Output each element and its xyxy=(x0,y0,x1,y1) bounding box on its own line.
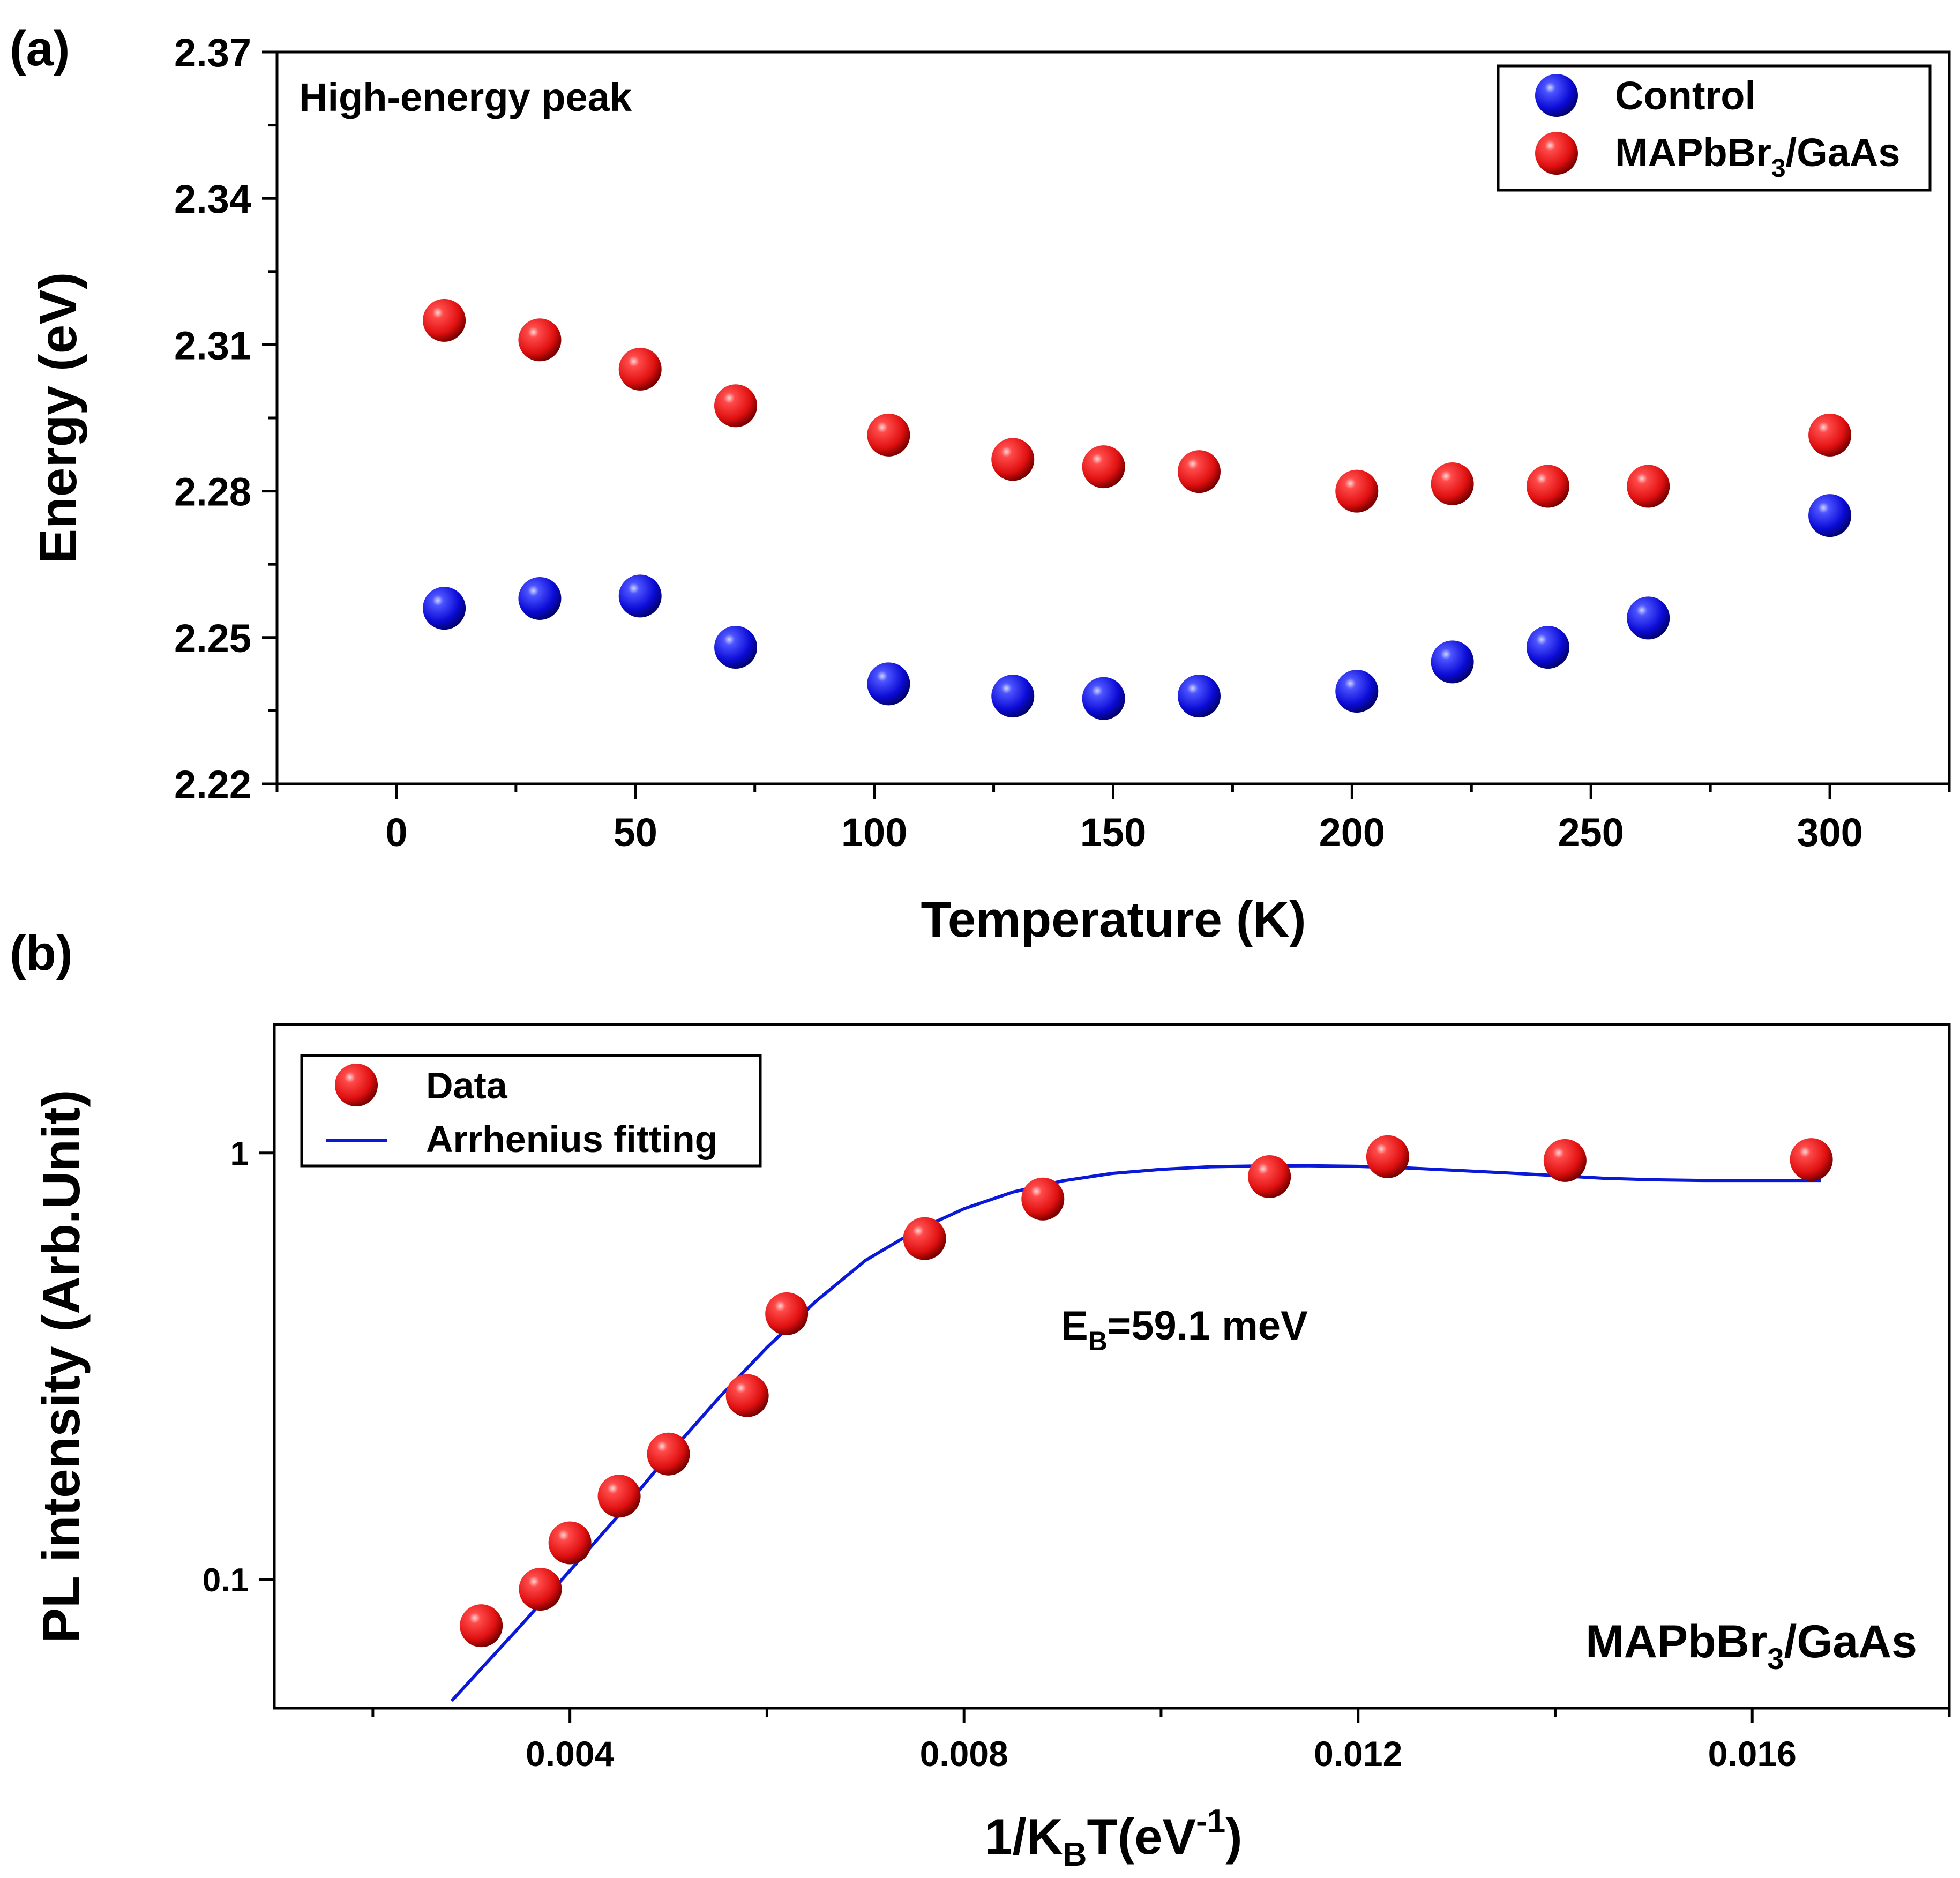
legend-control-label: Control xyxy=(1615,73,1756,118)
y-tick-label: 2.25 xyxy=(174,616,251,661)
y-tick-label: 2.31 xyxy=(174,323,251,368)
x-tick-label: 300 xyxy=(1797,810,1862,855)
y-tick-label: 2.37 xyxy=(174,31,251,75)
pl-data-point xyxy=(647,1432,690,1476)
control-point xyxy=(1082,677,1125,720)
panel-a-legend: Control MAPbBr3/GaAs xyxy=(1497,64,1932,192)
pl-data-point xyxy=(1248,1155,1291,1198)
mapbbr3-gaas-point xyxy=(714,384,758,428)
mapbbr3-gaas-point xyxy=(518,318,562,362)
pl-data-point xyxy=(765,1292,809,1335)
panel-b-legend-box xyxy=(300,1054,762,1168)
x-tick-label: 0.012 xyxy=(1314,1734,1402,1774)
pl-data-point xyxy=(597,1475,641,1518)
pl-data-point xyxy=(548,1521,592,1565)
panel-a-y-axis-label: Energy (eV) xyxy=(28,272,87,564)
panel-a-x-ticks: 0 50 100 150 200 250 300 xyxy=(275,784,1951,855)
panel-a-annotation: High-energy peak xyxy=(299,75,632,119)
pl-data-point xyxy=(1021,1177,1065,1221)
x-tick-label: 50 xyxy=(614,810,657,855)
panel-a-points xyxy=(423,298,1852,720)
panel-b-x-ticks: 0.004 0.008 0.012 0.016 xyxy=(371,1708,1951,1774)
y-tick-label: 2.22 xyxy=(174,762,251,807)
pl-data-point xyxy=(1366,1135,1409,1178)
pl-data-point xyxy=(725,1374,769,1417)
control-point xyxy=(618,574,662,618)
legend-data-marker xyxy=(335,1064,378,1106)
binding-energy-annotation: EB=59.1 meV xyxy=(1061,1303,1308,1356)
control-point xyxy=(1526,626,1569,669)
mapbbr3-gaas-point xyxy=(1431,462,1474,505)
control-point xyxy=(1627,596,1670,640)
panel-a-label: (a) xyxy=(10,21,70,76)
arrhenius-fit-line xyxy=(450,1164,1821,1702)
legend-sample-label: MAPbBr3/GaAs xyxy=(1615,130,1900,183)
control-point xyxy=(714,626,758,669)
pl-data-point xyxy=(903,1217,946,1260)
x-tick-label: 100 xyxy=(841,810,907,855)
panel-b-y-ticks: 0.11 xyxy=(203,1135,274,1599)
panel-b: (b) 0.004 0.008 0.012 0.016 0.11 EB=59.1 me… xyxy=(10,926,1951,1873)
mapbbr3-gaas-point xyxy=(1178,450,1221,493)
pl-data-point xyxy=(519,1567,562,1611)
legend-sample-marker xyxy=(1535,132,1578,175)
pl-data-point xyxy=(460,1604,503,1648)
panel-a: (a) 0 50 100 150 200 250 300 2.222.252.282.312… xyxy=(10,21,1951,947)
mapbbr3-gaas-point xyxy=(867,413,910,457)
pl-data-point xyxy=(1543,1139,1587,1182)
panel-b-x-axis-label: 1/KBT(eV-1) xyxy=(984,1803,1242,1873)
mapbbr3-gaas-point xyxy=(1526,465,1569,508)
panel-a-x-axis-label: Temperature (K) xyxy=(921,891,1306,947)
mapbbr3-gaas-point xyxy=(1082,445,1125,489)
panel-b-points xyxy=(460,1135,1833,1648)
x-tick-label: 150 xyxy=(1080,810,1146,855)
x-tick-label: 250 xyxy=(1558,810,1624,855)
x-tick-label: 0.008 xyxy=(920,1734,1008,1774)
control-point xyxy=(1178,675,1221,718)
x-tick-label: 0.016 xyxy=(1708,1734,1797,1774)
x-tick-label: 0 xyxy=(385,810,407,855)
control-point xyxy=(1335,669,1379,713)
x-tick-label: 0.004 xyxy=(526,1734,614,1774)
panel-b-sample-label: MAPbBr3/GaAs xyxy=(1585,1616,1917,1675)
mapbbr3-gaas-point xyxy=(618,347,662,391)
mapbbr3-gaas-point xyxy=(423,298,466,342)
mapbbr3-gaas-point xyxy=(1627,465,1670,508)
control-point xyxy=(1808,494,1852,537)
control-point xyxy=(518,577,562,620)
panel-b-label: (b) xyxy=(10,926,72,981)
legend-fit-label: Arrhenius fitting xyxy=(426,1118,717,1160)
control-point xyxy=(867,662,910,706)
control-point xyxy=(423,587,466,630)
y-tick-label: 0.1 xyxy=(203,1562,249,1599)
control-point xyxy=(1431,640,1474,684)
control-point xyxy=(991,675,1035,718)
legend-data-label: Data xyxy=(426,1065,508,1106)
mapbbr3-gaas-point xyxy=(1808,413,1852,457)
mapbbr3-gaas-point xyxy=(1335,469,1379,513)
x-tick-label: 200 xyxy=(1319,810,1385,855)
panel-b-y-axis-label: PL intensity (Arb.Unit) xyxy=(32,1090,91,1643)
y-tick-label: 2.34 xyxy=(174,177,251,221)
legend-control-marker xyxy=(1535,74,1578,117)
mapbbr3-gaas-point xyxy=(991,438,1035,481)
pl-data-point xyxy=(1790,1138,1833,1181)
y-tick-label: 1 xyxy=(230,1135,249,1172)
panel-b-legend: Data Arrhenius fitting xyxy=(300,1054,762,1168)
panel-b-frame xyxy=(273,1023,1951,1710)
panel-a-y-ticks: 2.22 2.25 2.28 2.31 2.34 2.37 xyxy=(174,31,277,807)
y-tick-label: 2.28 xyxy=(174,470,251,514)
